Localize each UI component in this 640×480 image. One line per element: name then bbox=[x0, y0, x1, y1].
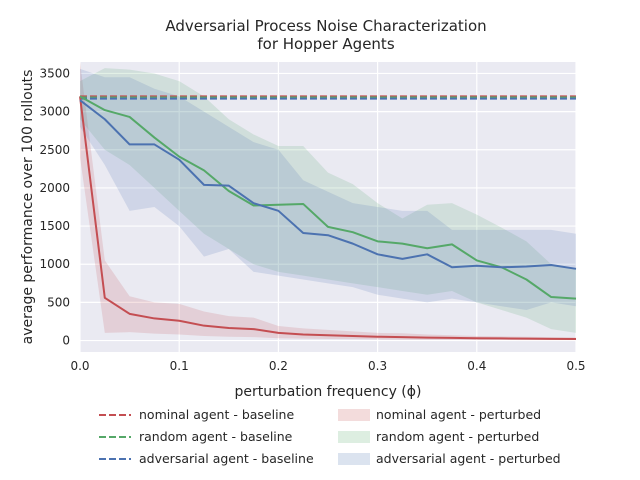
y-tick-label-7: 3500 bbox=[39, 66, 70, 80]
x-tick-label-3: 0.3 bbox=[368, 359, 387, 373]
legend-label-band-1: random agent - perturbed bbox=[376, 429, 539, 444]
y-tick-labels: 0 500 1000 1500 2000 2500 3000 3500 bbox=[39, 66, 70, 347]
x-tick-labels: 0.0 0.1 0.2 0.3 0.4 0.5 bbox=[70, 359, 585, 373]
legend: nominal agent - baseline random agent - b… bbox=[99, 407, 561, 466]
y-tick-label-0: 0 bbox=[62, 334, 70, 348]
y-tick-label-2: 1000 bbox=[39, 257, 70, 271]
legend-label-band-2: adversarial agent - perturbed bbox=[376, 451, 561, 466]
baseline-lines bbox=[80, 95, 576, 100]
series-lines bbox=[79, 95, 577, 341]
series-line-0 bbox=[79, 96, 577, 341]
chart-subtitle: for Hopper Agents bbox=[257, 35, 394, 53]
legend-label-baseline-2: adversarial agent - baseline bbox=[139, 451, 314, 466]
series-line-1 bbox=[79, 95, 577, 300]
y-tick-label-1: 500 bbox=[47, 295, 70, 309]
legend-swatch-band-2 bbox=[338, 453, 370, 465]
plot-area bbox=[80, 62, 576, 352]
y-tick-label-5: 2500 bbox=[39, 143, 70, 157]
y-tick-label-3: 1500 bbox=[39, 219, 70, 233]
band-0 bbox=[80, 62, 576, 341]
x-tick-label-5: 0.5 bbox=[566, 359, 585, 373]
legend-swatch-band-0 bbox=[338, 409, 370, 421]
legend-swatch-band-1 bbox=[338, 431, 370, 443]
x-tick-label-0: 0.0 bbox=[70, 359, 89, 373]
x-axis-label: perturbation frequency (ϕ) bbox=[235, 384, 422, 400]
legend-label-baseline-1: random agent - baseline bbox=[139, 429, 293, 444]
x-tick-label-2: 0.2 bbox=[269, 359, 288, 373]
chart-title: Adversarial Process Noise Characterizati… bbox=[165, 17, 486, 35]
y-axis-label: average performance over 100 rollouts bbox=[20, 70, 36, 345]
x-tick-label-1: 0.1 bbox=[170, 359, 189, 373]
legend-label-baseline-0: nominal agent - baseline bbox=[139, 407, 294, 422]
series-line-2 bbox=[79, 99, 577, 270]
legend-label-band-0: nominal agent - perturbed bbox=[376, 407, 541, 422]
y-tick-label-4: 2000 bbox=[39, 181, 70, 195]
y-tick-label-6: 3000 bbox=[39, 105, 70, 119]
band-2 bbox=[80, 68, 576, 311]
x-tick-label-4: 0.4 bbox=[467, 359, 486, 373]
